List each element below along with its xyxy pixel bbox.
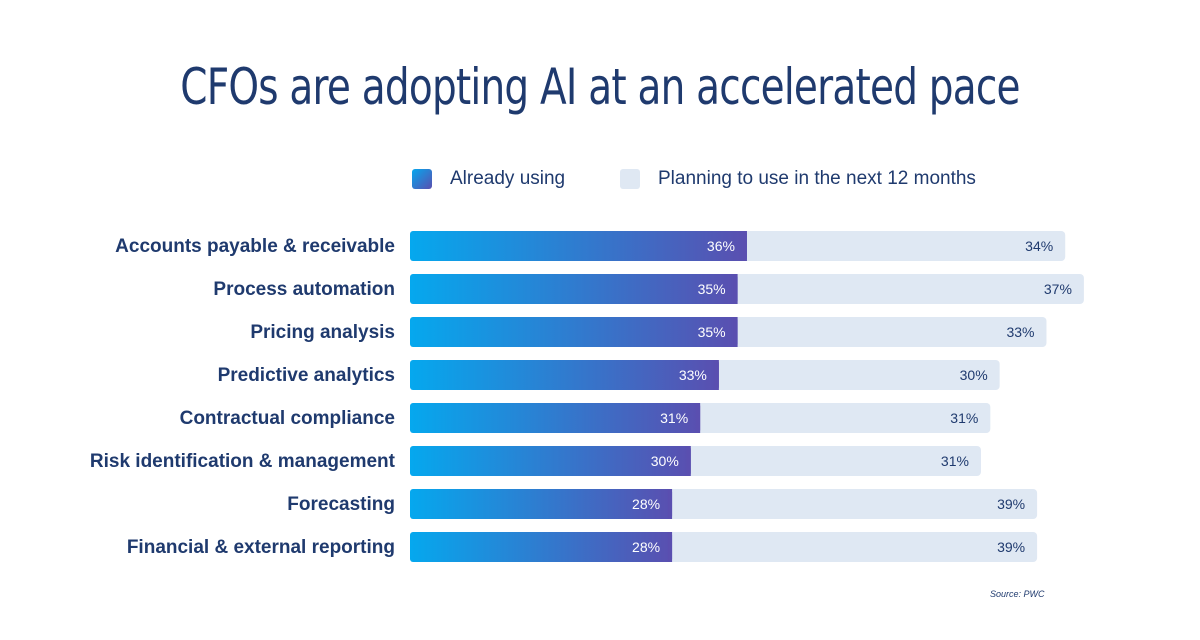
data-label-planning: 39%: [997, 496, 1025, 512]
bar-already-using: [410, 489, 673, 519]
data-label-planning: 39%: [997, 539, 1025, 555]
source-note: Source: PWC: [990, 589, 1045, 599]
legend-label: Already using: [450, 168, 566, 189]
category-label: Accounts payable & receivable: [115, 236, 395, 257]
bar-already-using: [410, 231, 747, 261]
bar-already-using-edge: [714, 360, 719, 390]
data-label-already-using: 33%: [679, 367, 707, 383]
bar-already-using: [410, 446, 691, 476]
legend-swatch: [620, 169, 640, 189]
bar-already-using-edge: [733, 274, 738, 304]
bar-already-using-edge: [668, 532, 673, 562]
category-label: Financial & external reporting: [127, 537, 395, 558]
category-label: Contractual compliance: [180, 408, 395, 429]
legend-item-planning: Planning to use in the next 12 months: [620, 168, 976, 190]
data-label-already-using: 28%: [632, 539, 660, 555]
category-label: Process automation: [213, 279, 395, 300]
category-label: Predictive analytics: [218, 365, 395, 386]
legend-item-already-using: Already using: [412, 168, 565, 190]
category-label: Forecasting: [287, 494, 395, 515]
data-label-already-using: 30%: [651, 453, 679, 469]
bar-already-using: [410, 317, 738, 347]
data-label-already-using: 35%: [698, 324, 726, 340]
bar-already-using-edge: [742, 231, 747, 261]
data-label-already-using: 35%: [698, 281, 726, 297]
category-label: Risk identification & management: [90, 451, 396, 472]
bar-already-using: [410, 274, 738, 304]
bar-already-using-edge: [733, 317, 738, 347]
legend-label: Planning to use in the next 12 months: [658, 168, 976, 189]
data-label-planning: 31%: [941, 453, 969, 469]
data-label-planning: 34%: [1025, 238, 1053, 254]
bar-already-using: [410, 403, 701, 433]
legend-swatch: [412, 169, 432, 189]
bar-already-using-edge: [696, 403, 701, 433]
data-label-already-using: 31%: [660, 410, 688, 426]
bar-already-using-edge: [668, 489, 673, 519]
bar-already-using-edge: [686, 446, 691, 476]
category-label: Pricing analysis: [250, 322, 395, 343]
data-label-planning: 30%: [960, 367, 988, 383]
chart-title: CFOs are adopting AI at an accelerated p…: [180, 58, 1020, 116]
bar-already-using: [410, 532, 673, 562]
data-label-planning: 33%: [1006, 324, 1034, 340]
bar-already-using: [410, 360, 719, 390]
data-label-already-using: 36%: [707, 238, 735, 254]
data-label-planning: 37%: [1044, 281, 1072, 297]
data-label-already-using: 28%: [632, 496, 660, 512]
data-label-planning: 31%: [950, 410, 978, 426]
